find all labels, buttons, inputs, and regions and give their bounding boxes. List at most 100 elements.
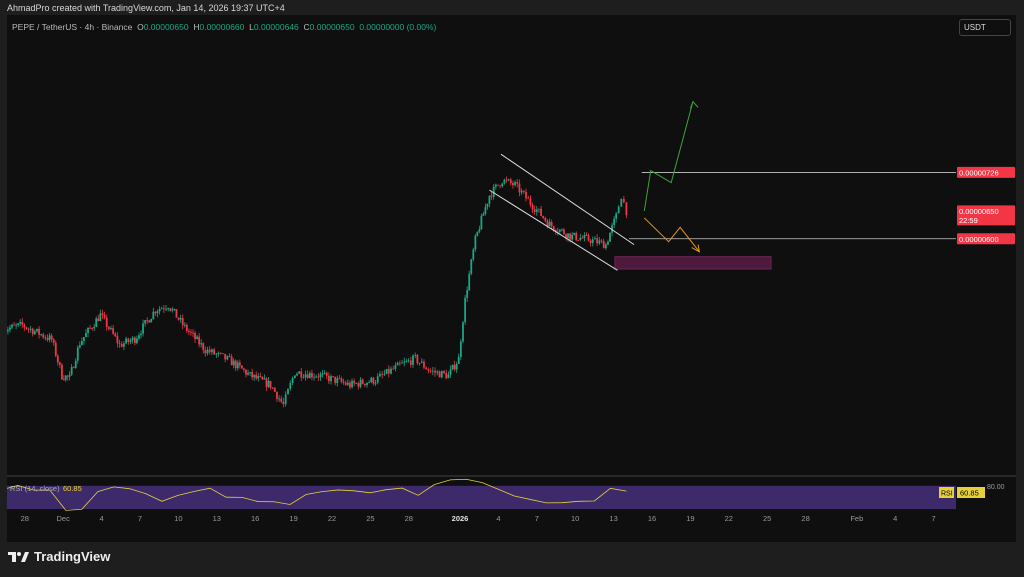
candle-body	[390, 368, 392, 374]
candle-body	[602, 240, 605, 249]
candle-body	[366, 382, 368, 386]
candle-body	[591, 239, 594, 243]
candle-body	[165, 308, 167, 310]
candle-body	[499, 185, 502, 187]
candle-body	[565, 234, 567, 238]
candle-body	[76, 347, 79, 361]
candle-body	[162, 308, 165, 310]
candle-body	[357, 383, 360, 387]
currency-button[interactable]: USDT	[959, 19, 1011, 36]
candle-body	[540, 208, 542, 216]
x-tick-label: 10	[174, 514, 182, 523]
candle-body	[525, 191, 527, 199]
candle-body	[61, 364, 63, 380]
candle-body	[598, 240, 601, 244]
candle-body	[17, 323, 20, 325]
candle-body	[589, 240, 592, 243]
candle-body	[19, 322, 22, 324]
rsi-value-tag-label: 60.85	[960, 489, 979, 498]
candle-body	[232, 360, 235, 366]
candle-body	[306, 374, 309, 379]
candle-body	[42, 334, 45, 338]
candle-body	[154, 311, 157, 314]
symbol-label: PEPE / TetherUS · 4h · Binance	[12, 22, 133, 32]
candle-body	[107, 326, 110, 329]
candle-body	[571, 234, 574, 240]
candle-body	[185, 324, 188, 331]
candle-body	[361, 379, 364, 384]
candle-body	[617, 206, 620, 214]
high-label: H	[193, 22, 200, 32]
candle-body	[236, 362, 239, 369]
candle-body	[204, 350, 207, 354]
x-tick-label: 22	[725, 514, 733, 523]
chart-pane[interactable]: 0.000010000.000009000.000008500.00000800…	[7, 15, 1016, 542]
x-tick-label: 4	[893, 514, 897, 523]
x-tick-label: 16	[648, 514, 656, 523]
bullish-arrow	[643, 101, 694, 211]
candle-body	[276, 391, 278, 399]
candle-body	[142, 323, 144, 334]
candle-body	[484, 207, 487, 214]
candle-body	[93, 326, 96, 329]
candle-body	[509, 179, 512, 184]
rsi-value-tag	[957, 487, 985, 498]
candle-body	[78, 345, 81, 348]
candle-body	[472, 249, 475, 260]
candle-body	[257, 376, 260, 379]
candle-body	[114, 333, 117, 337]
x-tick-label: 25	[763, 514, 771, 523]
candle-body	[533, 209, 536, 212]
candle-body	[187, 330, 190, 332]
candle-body	[140, 333, 142, 336]
candle-body	[594, 238, 596, 240]
candle-body	[245, 369, 247, 375]
brand-label: TradingView	[34, 549, 111, 564]
x-tick-label: 16	[251, 514, 259, 523]
x-tick-label: 22	[328, 514, 336, 523]
price-chart-svg[interactable]: 0.000010000.000009000.000008500.00000800…	[7, 15, 1016, 542]
candle-body	[434, 370, 436, 373]
candle-body	[615, 213, 618, 219]
candle-body	[208, 349, 211, 353]
tradingview-logo[interactable]: TradingView	[8, 549, 110, 564]
candle-body	[291, 378, 294, 383]
channel-lower-line	[489, 189, 618, 271]
price-tag	[957, 233, 1015, 245]
candle-body	[234, 360, 237, 369]
candle-body	[381, 374, 384, 375]
x-tick-label: 13	[609, 514, 617, 523]
candle-body	[211, 349, 213, 353]
x-tick-label: 2026	[452, 514, 469, 523]
candle-body	[293, 375, 296, 379]
candle-body	[554, 229, 557, 232]
candle-body	[368, 382, 371, 383]
candle-body	[156, 311, 159, 314]
candle-body	[118, 343, 121, 345]
close-label: C	[303, 22, 310, 32]
candle-body	[160, 308, 163, 310]
candle-body	[265, 378, 268, 387]
candle-body	[398, 362, 401, 364]
candle-body	[21, 322, 24, 325]
candle-body	[80, 340, 83, 346]
candle-body	[89, 327, 91, 329]
candle-body	[23, 324, 26, 328]
x-tick-label: 28	[405, 514, 413, 523]
candle-body	[429, 370, 432, 372]
rsi-tag-label: RSI	[941, 491, 953, 498]
candle-body	[321, 373, 324, 375]
rsi-value: 60.85	[63, 484, 82, 493]
candle-body	[600, 240, 603, 242]
bullish-arrow-head	[689, 100, 699, 109]
x-tick-label: 7	[535, 514, 539, 523]
candle-body	[575, 232, 578, 241]
candle-body	[401, 362, 403, 364]
candle-body	[74, 360, 77, 368]
candle-body	[200, 343, 203, 345]
candle-body	[238, 362, 241, 366]
candle-body	[240, 365, 243, 369]
candle-body	[11, 324, 13, 328]
candle-body	[116, 336, 119, 344]
candle-body	[68, 374, 71, 377]
